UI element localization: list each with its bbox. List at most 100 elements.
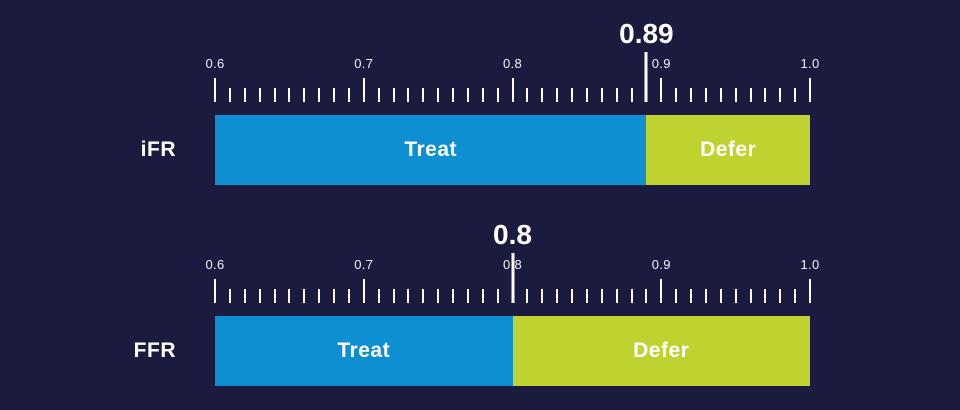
minor-tick: [392, 88, 395, 102]
minor-tick: [347, 289, 350, 303]
gauge-plot: 0.8 0.6 0.7 0.8 0.9 1.0 Treat Defer: [206, 219, 819, 389]
minor-tick: [481, 88, 484, 102]
minor-tick: [690, 88, 692, 102]
minor-tick: [303, 289, 306, 303]
tick-label: 0.7: [354, 257, 374, 272]
minor-tick: [288, 289, 291, 303]
cutoff-value: 0.89: [619, 18, 674, 49]
major-tick: [511, 78, 514, 102]
minor-tick: [377, 88, 380, 102]
segment-treat: Treat: [215, 115, 647, 185]
major-tick: [660, 78, 663, 102]
minor-tick: [452, 88, 454, 102]
minor-tick: [526, 88, 529, 102]
major-tick: [214, 78, 216, 102]
minor-tick: [466, 88, 469, 102]
minor-tick: [645, 88, 648, 102]
minor-tick: [422, 88, 425, 102]
minor-tick: [690, 289, 692, 303]
minor-tick: [288, 88, 291, 102]
gauge-ffr: FFR 0.8 0.6 0.7 0.8 0.9 1.0 Treat Defer: [0, 219, 960, 389]
minor-tick: [392, 289, 395, 303]
minor-tick: [734, 289, 737, 303]
threshold-bar: Treat Defer: [215, 316, 810, 386]
minor-tick: [258, 88, 261, 102]
minor-tick: [333, 88, 335, 102]
tick-label: 0.8: [503, 56, 522, 71]
minor-tick: [556, 88, 559, 102]
minor-tick: [541, 289, 544, 303]
minor-tick: [600, 88, 603, 102]
ruler-scale: 0.6 0.7 0.8 0.9 1.0: [206, 52, 819, 102]
minor-tick: [704, 88, 707, 102]
minor-tick: [228, 88, 231, 102]
minor-tick: [615, 289, 618, 303]
minor-tick: [407, 289, 410, 303]
minor-tick: [452, 289, 454, 303]
cutoff-value: 0.8: [493, 219, 532, 250]
tick-label: 1.0: [800, 56, 820, 71]
minor-tick: [541, 88, 544, 102]
gauge-title-ffr: FFR: [133, 339, 176, 362]
minor-tick: [719, 289, 722, 303]
minor-tick: [571, 88, 573, 102]
minor-tick: [704, 289, 707, 303]
minor-tick: [526, 289, 529, 303]
minor-tick: [675, 289, 678, 303]
tick-label: 0.8: [503, 257, 522, 272]
cutoff-tick: [511, 253, 514, 303]
minor-tick: [630, 88, 633, 102]
major-tick: [214, 279, 216, 303]
tick-label: 0.9: [651, 56, 671, 71]
minor-tick: [496, 289, 499, 303]
tick-label: 0.7: [354, 56, 374, 71]
minor-tick: [794, 289, 797, 303]
tick-label: 0.6: [205, 56, 225, 71]
major-tick: [362, 279, 365, 303]
minor-tick: [779, 88, 782, 102]
minor-tick: [585, 289, 588, 303]
minor-tick: [571, 289, 573, 303]
minor-tick: [243, 88, 246, 102]
minor-tick: [273, 88, 276, 102]
minor-tick: [556, 289, 559, 303]
minor-tick: [719, 88, 722, 102]
minor-tick: [466, 289, 469, 303]
minor-tick: [675, 88, 678, 102]
minor-tick: [437, 289, 440, 303]
minor-tick: [243, 289, 246, 303]
minor-tick: [496, 88, 499, 102]
tick-label: 0.9: [651, 257, 671, 272]
minor-tick: [615, 88, 618, 102]
minor-tick: [407, 88, 410, 102]
minor-tick: [645, 289, 648, 303]
major-tick: [660, 279, 663, 303]
minor-tick: [303, 88, 306, 102]
gauge-plot: 0.89 0.6 0.7 0.8 0.9 1.0 Treat Defer: [206, 18, 819, 188]
minor-tick: [437, 88, 440, 102]
minor-tick: [600, 289, 603, 303]
minor-tick: [228, 289, 231, 303]
major-tick: [362, 78, 365, 102]
minor-tick: [749, 289, 752, 303]
segment-defer: Defer: [646, 115, 810, 185]
minor-tick: [764, 88, 767, 102]
minor-tick: [764, 289, 767, 303]
minor-tick: [333, 289, 335, 303]
minor-tick: [347, 88, 350, 102]
ruler-scale: 0.6 0.7 0.8 0.9 1.0: [206, 253, 819, 303]
tick-label: 1.0: [800, 257, 820, 272]
gauge-ifr: iFR 0.89 0.6 0.7 0.8 0.9 1.0 Treat Defer: [0, 18, 960, 188]
major-tick: [809, 78, 811, 102]
minor-tick: [630, 289, 633, 303]
minor-tick: [377, 289, 380, 303]
segment-defer: Defer: [512, 316, 810, 386]
minor-tick: [273, 289, 276, 303]
minor-tick: [258, 289, 261, 303]
minor-tick: [422, 289, 425, 303]
major-tick: [809, 279, 811, 303]
minor-tick: [779, 289, 782, 303]
threshold-bar: Treat Defer: [215, 115, 810, 185]
cutoff-tick: [644, 52, 648, 102]
